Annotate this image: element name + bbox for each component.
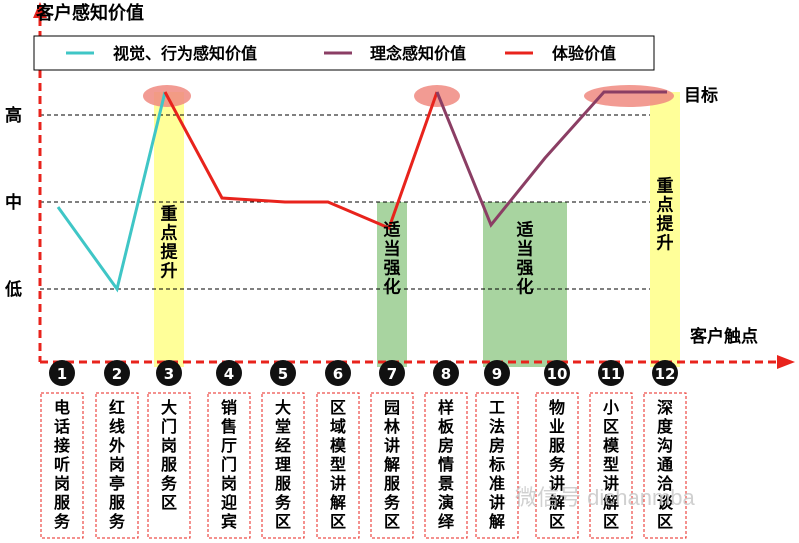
touchpoint-label: 深度沟通洽谈区 — [657, 398, 674, 531]
line-visual-behavior — [56, 91, 167, 293]
legend-label-concept: 理念感知价值 — [370, 44, 466, 63]
touchpoint-list: 1 电话接听岗服务 2 红线外岗亭服务 3 大门岗服务区 4 销售厅门岗迎宾 5 大堂经理服务区 6… — [40, 360, 687, 539]
target-marker-11-12 — [584, 85, 674, 107]
touchpoint-number: 10 — [547, 365, 568, 383]
touchpoint-number: 4 — [224, 365, 234, 383]
level-mid: 中 — [5, 192, 22, 213]
touchpoint-label: 样板房情景演绎 — [438, 398, 455, 531]
touchpoint-label: 红线外岗亭服务 — [108, 398, 126, 531]
level-low: 低 — [4, 279, 22, 300]
touchpoint-number: 11 — [601, 365, 622, 383]
touchpoint-marker — [484, 360, 510, 386]
touchpoint-card — [147, 392, 191, 539]
touchpoint-8: 8 样板房情景演绎 — [424, 360, 468, 539]
highlight-band-3 — [154, 92, 184, 367]
touchpoint-label: 大堂经理服务区 — [275, 398, 292, 531]
touchpoint-card — [589, 392, 633, 539]
touchpoint-marker — [652, 360, 678, 386]
highlight-band-7 — [377, 202, 407, 367]
level-high: 高 — [5, 105, 22, 126]
touchpoint-marker — [325, 360, 351, 386]
x-axis-label: 客户触点 — [689, 326, 758, 347]
touchpoint-12: 12 深度沟通洽谈区 — [643, 360, 687, 539]
y-axis-label: 客户感知价值 — [36, 2, 144, 24]
highlight-text-4: 重点提升 — [657, 176, 675, 254]
touchpoint-marker — [216, 360, 242, 386]
touchpoint-marker — [104, 360, 130, 386]
legend-label-visual: 视觉、行为感知价值 — [113, 44, 257, 63]
touchpoint-label: 物业服务讲解区 — [549, 398, 566, 531]
touchpoint-card — [370, 392, 414, 539]
touchpoint-1: 1 电话接听岗服务 — [40, 360, 84, 539]
touchpoint-number: 1 — [57, 365, 67, 383]
touchpoint-number: 7 — [387, 365, 397, 383]
touchpoint-number: 3 — [164, 365, 174, 383]
touchpoint-9: 9 工法房标准讲解 — [475, 360, 519, 539]
touchpoint-label: 销售厅门岗迎宾 — [221, 398, 237, 531]
touchpoint-11: 11 小区模型讲解区 — [589, 360, 633, 539]
touchpoint-number: 5 — [278, 365, 288, 383]
touchpoint-3: 3 大门岗服务区 — [147, 360, 191, 539]
touchpoint-marker — [598, 360, 624, 386]
highlight-text-3: 适当强化 — [517, 221, 534, 298]
highlight-text-2: 适当强化 — [384, 221, 401, 298]
touchpoint-number: 8 — [441, 365, 451, 383]
touchpoint-card — [424, 392, 468, 539]
touchpoint-marker — [156, 360, 182, 386]
touchpoint-card — [316, 392, 360, 539]
touchpoint-marker — [49, 360, 75, 386]
touchpoint-label: 工法房标准讲解 — [488, 398, 505, 531]
legend: 视觉、行为感知价值 理念感知价值 体验价值 — [33, 35, 655, 71]
touchpoint-card — [643, 392, 687, 539]
touchpoint-marker — [544, 360, 570, 386]
touchpoint-4: 4 销售厅门岗迎宾 — [207, 360, 251, 539]
touchpoint-number: 9 — [492, 365, 502, 383]
touchpoint-label: 区域模型讲解区 — [330, 398, 347, 531]
touchpoint-marker — [379, 360, 405, 386]
touchpoint-card — [535, 392, 579, 539]
x-axis-arrow — [777, 355, 795, 369]
touchpoint-number: 12 — [655, 365, 676, 383]
touchpoint-marker — [433, 360, 459, 386]
touchpoint-6: 6 区域模型讲解区 — [316, 360, 360, 539]
touchpoint-card — [40, 392, 84, 539]
touchpoint-label: 大门岗服务区 — [161, 398, 178, 512]
touchpoint-2: 2 红线外岗亭服务 — [95, 360, 139, 539]
y-axis-arrow — [33, 2, 47, 18]
highlight-band-12 — [650, 92, 680, 367]
highlight-band-9-10 — [483, 202, 567, 367]
touchpoint-7: 7 园林讲解服务区 — [370, 360, 414, 539]
touchpoint-10: 10 物业服务讲解区 — [535, 360, 579, 539]
touchpoint-card — [261, 392, 305, 539]
touchpoint-label: 电话接听岗服务 — [54, 398, 71, 531]
touchpoint-number: 2 — [112, 365, 122, 383]
highlight-text-1: 重点提升 — [161, 204, 179, 282]
touchpoint-label: 小区模型讲解区 — [603, 398, 620, 531]
touchpoint-marker — [270, 360, 296, 386]
line-concept-a — [435, 90, 667, 228]
target-label: 目标 — [684, 85, 718, 106]
touchpoint-card — [95, 392, 139, 539]
line-experience — [163, 91, 439, 231]
touchpoint-card — [475, 392, 519, 539]
touchpoint-5: 5 大堂经理服务区 — [261, 360, 305, 539]
touchpoint-label: 园林讲解服务区 — [384, 398, 401, 531]
watermark: 微信号 dichanmba — [515, 485, 696, 510]
touchpoint-card — [207, 392, 251, 539]
touchpoint-number: 6 — [333, 365, 343, 383]
legend-label-experience: 体验价值 — [552, 44, 616, 63]
